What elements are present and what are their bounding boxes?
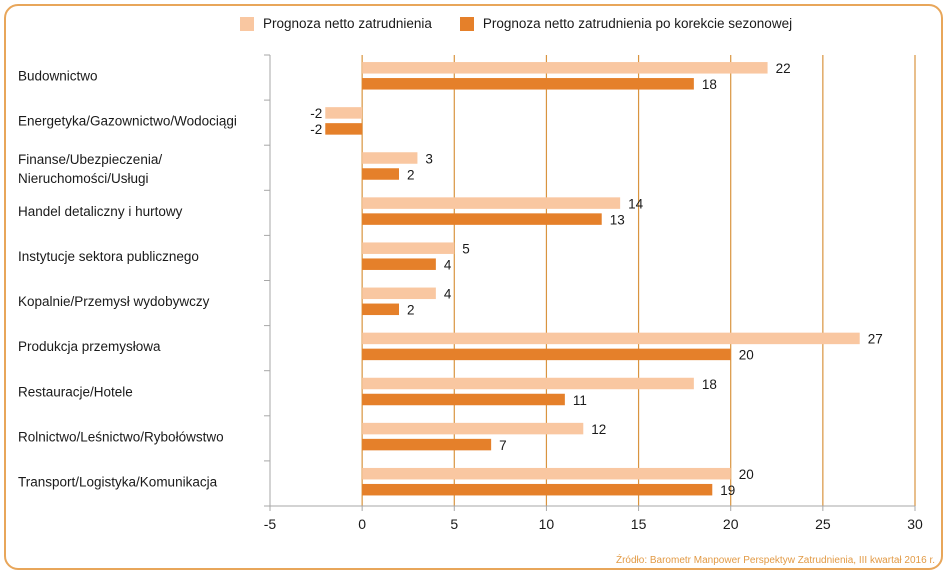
legend-label-series-2: Prognoza netto zatrudnienia po korekcie … xyxy=(482,16,793,31)
legend-swatch-series-2 xyxy=(459,16,474,31)
data-label: 2 xyxy=(407,303,415,318)
data-label: 27 xyxy=(868,332,883,347)
bar-series-2 xyxy=(325,123,363,135)
data-label: 22 xyxy=(776,61,791,76)
data-label: 14 xyxy=(628,196,644,211)
bar-series-2 xyxy=(362,168,399,180)
source-note: Źródło: Barometr Manpower Perspektyw Zat… xyxy=(615,555,935,566)
category-label: Transport/Logistyka/Komunikacja xyxy=(18,474,218,489)
legend-label-series-1: Prognoza netto zatrudnienia xyxy=(263,16,432,31)
data-label: -2 xyxy=(310,122,322,137)
legend-swatch-series-1 xyxy=(240,16,254,31)
data-label: 11 xyxy=(573,393,587,408)
data-label: -2 xyxy=(310,106,322,121)
bar-series-1 xyxy=(362,62,768,74)
x-tick-label: 5 xyxy=(450,516,458,532)
x-tick-label: 30 xyxy=(907,516,923,532)
bar-series-2 xyxy=(362,393,565,406)
bar-series-2 xyxy=(362,438,492,451)
bar-series-1 xyxy=(362,152,418,164)
data-label: 4 xyxy=(444,257,452,272)
bar-series-1 xyxy=(362,242,455,254)
bar-series-1 xyxy=(362,467,731,480)
category-label: Produkcja przemysłowa xyxy=(18,339,161,354)
bar-series-2 xyxy=(362,303,399,316)
category-label: Instytucje sektora publicznego xyxy=(18,249,199,264)
data-label: 20 xyxy=(739,348,754,363)
category-label: Restauracje/Hotele xyxy=(18,384,133,399)
x-tick-label: 0 xyxy=(358,516,366,532)
bar-series-2 xyxy=(362,213,602,225)
data-label: 13 xyxy=(610,212,625,227)
category-label: Rolnictwo/Leśnictwo/Rybołówstwo xyxy=(18,429,224,444)
data-label: 18 xyxy=(702,77,717,92)
bar-series-2 xyxy=(362,78,694,90)
bar-series-2 xyxy=(362,483,713,496)
bar-series-1 xyxy=(362,197,621,209)
data-label: 7 xyxy=(499,438,507,453)
data-label: 5 xyxy=(462,241,470,256)
bar-series-1 xyxy=(362,377,694,390)
category-label: Handel detaliczny i hurtowy xyxy=(18,204,183,219)
bar-series-2 xyxy=(362,348,731,361)
x-tick-label: 20 xyxy=(723,516,739,532)
category-label: Energetyka/Gazownictwo/Wodociągi xyxy=(18,114,237,129)
bar-series-1 xyxy=(362,422,584,435)
data-label: 19 xyxy=(720,483,735,498)
data-label: 18 xyxy=(702,377,717,392)
legend: Prognoza netto zatrudnienia Prognoza net… xyxy=(240,16,820,31)
bar-series-1 xyxy=(362,332,860,345)
bar-series-1 xyxy=(325,107,363,119)
category-label: Finanse/Ubezpieczenia/Nieruchomości/Usłu… xyxy=(18,152,162,186)
data-label: 12 xyxy=(591,422,606,437)
bar-series-1 xyxy=(362,287,436,300)
category-label: Kopalnie/Przemysł wydobywczy xyxy=(18,294,210,309)
bar-series-2 xyxy=(362,258,436,270)
x-tick-label: 10 xyxy=(539,516,555,532)
data-label: 2 xyxy=(407,167,415,182)
data-label: 4 xyxy=(444,287,452,302)
data-label: 3 xyxy=(425,151,433,166)
data-label: 20 xyxy=(739,467,754,482)
chart-frame xyxy=(4,4,943,570)
legend-item-series-1: Prognoza netto zatrudnienia xyxy=(240,16,432,31)
x-tick-label: -5 xyxy=(264,516,277,532)
category-label: Budownictwo xyxy=(18,69,98,84)
x-tick-label: 25 xyxy=(815,516,831,532)
x-tick-label: 15 xyxy=(631,516,647,532)
legend-item-series-2: Prognoza netto zatrudnienia po korekcie … xyxy=(459,16,793,31)
